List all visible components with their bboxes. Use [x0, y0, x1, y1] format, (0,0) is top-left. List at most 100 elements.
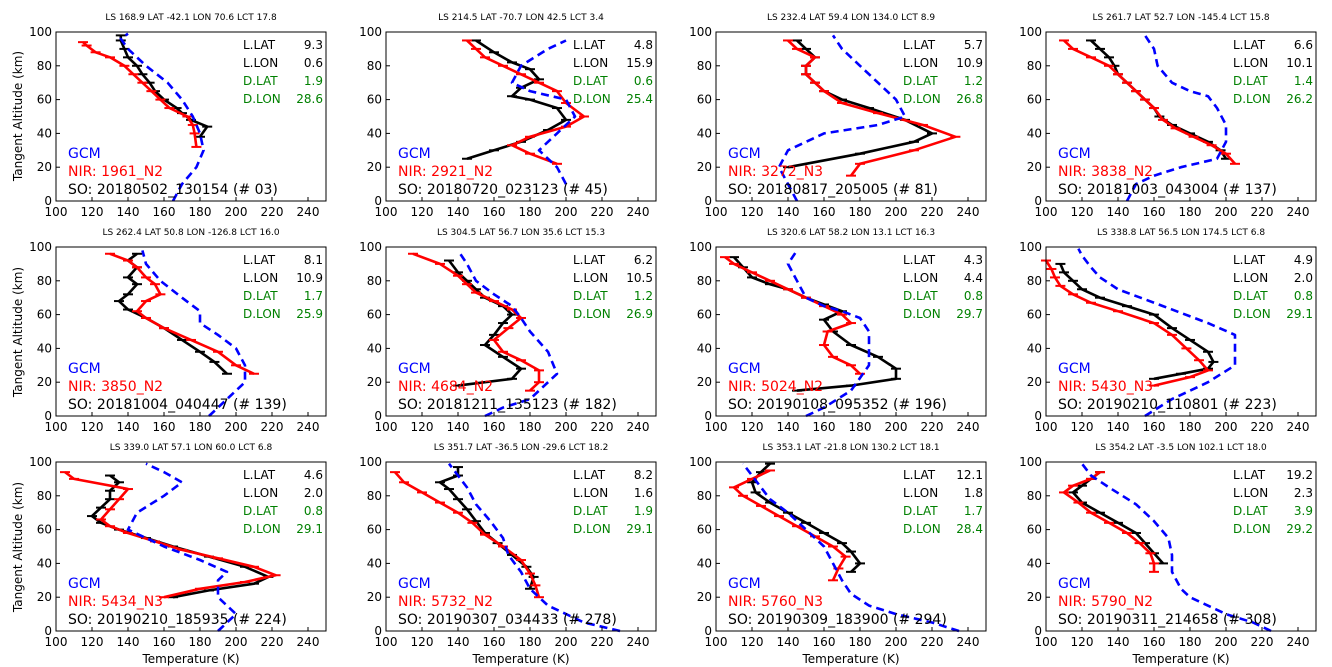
y-tick-label: 100 — [29, 25, 52, 39]
y-tick-label: 60 — [37, 308, 52, 322]
x-tick-label: 100 — [705, 635, 728, 649]
x-tick-label: 160 — [153, 420, 176, 434]
x-tick-label: 220 — [591, 420, 614, 434]
so-profile-line — [90, 474, 270, 599]
panel-8: LS 338.8 LAT 56.5 LON 174.5 LCT 6.8 100 12… — [1019, 228, 1317, 434]
y-tick-label: 0 — [44, 409, 52, 423]
x-tick-label: 160 — [153, 635, 176, 649]
gcm-profile-line — [1077, 248, 1237, 418]
x-tick-label: 140 — [447, 635, 470, 649]
x-tick-label: 160 — [483, 635, 506, 649]
y-tick-label: 80 — [1027, 274, 1042, 288]
y-tick-label: 0 — [374, 624, 382, 638]
panel-10: LS 351.7 LAT -36.5 LON -29.6 LCT 18.2 100… — [359, 443, 657, 649]
x-tick-label: 220 — [921, 420, 944, 434]
legend-gcm: GCM — [1058, 361, 1091, 377]
x-tick-label: 100 — [705, 420, 728, 434]
x-tick-label: 240 — [297, 205, 320, 219]
nir-profile-line — [787, 39, 957, 177]
info-value: 28.4 — [956, 522, 983, 536]
plot-frame — [1045, 246, 1317, 417]
legend-so: SO: 20190210_185935 (# 224) — [68, 612, 287, 628]
legend-nir: NIR: 5790_N2 — [1058, 594, 1153, 610]
nir-profile-line — [1062, 471, 1156, 572]
y-tick-label: 20 — [1027, 375, 1042, 389]
legend-gcm: GCM — [398, 361, 431, 377]
x-tick-label: 100 — [45, 205, 68, 219]
info-value: 10.9 — [956, 56, 983, 70]
x-tick-label: 220 — [591, 635, 614, 649]
y-tick-label: 0 — [1034, 409, 1042, 423]
x-tick-label: 240 — [957, 635, 980, 649]
gcm-profile-line — [119, 32, 205, 202]
x-tick-label: 120 — [81, 635, 104, 649]
x-tick-label: 120 — [741, 635, 764, 649]
info-key: L.LAT — [573, 38, 606, 52]
so-profile-line — [750, 462, 862, 573]
info-value: 12.1 — [956, 468, 983, 482]
x-tick-label: 240 — [627, 420, 650, 434]
gcm-profile-line — [1125, 34, 1228, 202]
panel-header: LS 354.2 LAT -3.5 LON 102.1 LCT 18.0 — [1095, 443, 1267, 453]
legend-gcm: GCM — [68, 576, 101, 592]
legend-so: SO: 20180720_023123 (# 45) — [398, 182, 608, 198]
x-tick-label: 120 — [411, 635, 434, 649]
x-tick-label: 180 — [849, 635, 872, 649]
y-tick-label: 20 — [367, 375, 382, 389]
plot-frame — [715, 246, 987, 417]
y-tick-label: 80 — [1027, 59, 1042, 73]
panel-6: LS 304.5 LAT 56.7 LON 35.6 LCT 15.3 100 12… — [359, 228, 657, 434]
info-key: L.LON — [1233, 486, 1268, 500]
info-value: 26.8 — [956, 92, 983, 106]
info-key: L.LON — [243, 56, 278, 70]
y-tick-label: 20 — [697, 375, 712, 389]
info-value: 25.4 — [626, 92, 653, 106]
x-tick-label: 120 — [411, 205, 434, 219]
legend-gcm: GCM — [728, 146, 761, 162]
info-key: L.LON — [573, 56, 608, 70]
info-key: L.LON — [573, 271, 608, 285]
y-tick-label: 100 — [1019, 25, 1042, 39]
info-value: 5.7 — [964, 38, 983, 52]
x-tick-label: 200 — [1215, 635, 1238, 649]
info-value: 1.9 — [304, 74, 323, 88]
x-tick-label: 220 — [591, 205, 614, 219]
info-value: 6.6 — [1294, 38, 1313, 52]
gcm-profile-line — [456, 249, 559, 418]
x-tick-label: 240 — [297, 635, 320, 649]
x-tick-label: 220 — [1251, 420, 1274, 434]
info-key: D.LAT — [573, 289, 608, 303]
plot-frame — [385, 31, 657, 202]
x-tick-label: 140 — [777, 635, 800, 649]
info-key: L.LON — [1233, 271, 1268, 285]
info-key: L.LON — [1233, 56, 1268, 70]
x-tick-label: 140 — [1107, 635, 1130, 649]
y-tick-label: 60 — [37, 523, 52, 537]
y-tick-label: 0 — [704, 409, 712, 423]
y-tick-label: 80 — [697, 274, 712, 288]
panel-header: LS 351.7 LAT -36.5 LON -29.6 LCT 18.2 — [434, 443, 609, 453]
x-tick-label: 140 — [447, 205, 470, 219]
x-tick-label: 200 — [885, 635, 908, 649]
x-tick-label: 140 — [117, 420, 140, 434]
info-key: D.LON — [903, 92, 941, 106]
x-tick-label: 160 — [483, 205, 506, 219]
x-tick-label: 180 — [849, 205, 872, 219]
info-value: 1.6 — [634, 486, 653, 500]
legend-so: SO: 20180817_205005 (# 81) — [728, 182, 938, 198]
legend-so: SO: 20181003_043004 (# 137) — [1058, 182, 1277, 198]
info-value: 1.7 — [304, 289, 323, 303]
x-tick-label: 220 — [261, 635, 284, 649]
legend-nir: NIR: 3272_N3 — [728, 164, 823, 180]
x-tick-label: 180 — [519, 635, 542, 649]
x-tick-label: 140 — [117, 205, 140, 219]
panel-header: LS 261.7 LAT 52.7 LON -145.4 LCT 15.8 — [1092, 13, 1269, 23]
x-tick-label: 200 — [1215, 205, 1238, 219]
info-value: 25.9 — [296, 307, 323, 321]
legend-nir: NIR: 5732_N2 — [398, 594, 493, 610]
plot-frame — [55, 246, 327, 417]
info-value: 1.7 — [964, 504, 983, 518]
x-tick-label: 220 — [261, 205, 284, 219]
info-value: 26.9 — [626, 307, 653, 321]
panel-11: LS 353.1 LAT -21.8 LON 130.2 LCT 18.1 100… — [689, 443, 987, 649]
